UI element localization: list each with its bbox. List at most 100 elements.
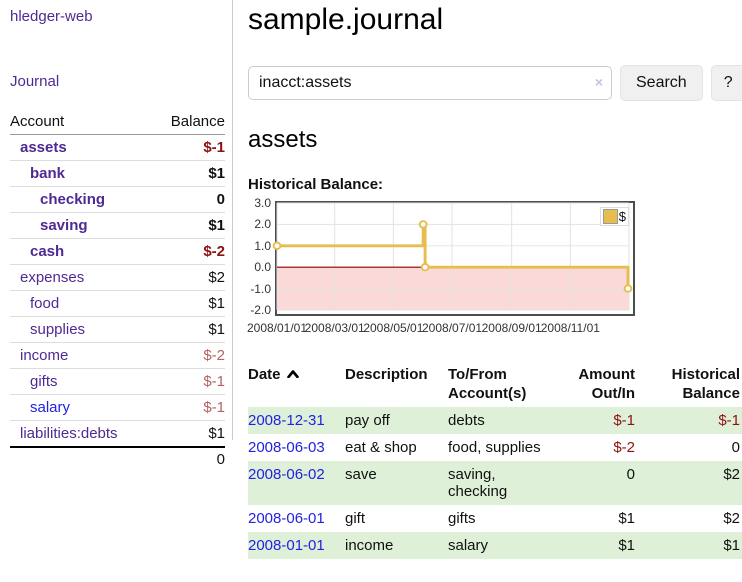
accounts-header-balance: Balance [152, 109, 225, 135]
accounts-table-body: assets $-1 bank $1 checking 0 saving $1 cash $-2 e… [10, 134, 225, 448]
register-row: 2008-06-03 eat & shop food, supplies $-2 0 [248, 434, 742, 461]
sidebar: hledger-web Journal Account Balance asse… [0, 0, 232, 471]
register-row: 2008-06-01 gift gifts $1 $2 [248, 505, 742, 532]
transaction-amount: $1 [618, 510, 635, 527]
account-balance: $-2 [152, 238, 225, 265]
account-link[interactable]: saving [40, 217, 88, 234]
search-row: × Search ? [248, 65, 742, 101]
transaction-amount: $1 [618, 537, 635, 554]
accounts-total-row: 0 [10, 446, 225, 471]
transaction-balance: $2 [723, 510, 740, 527]
register-row: 2008-06-02 save saving, checking 0 $2 [248, 461, 742, 505]
transaction-description: save [345, 466, 377, 483]
search-input[interactable] [248, 66, 612, 100]
transaction-description: income [345, 537, 394, 554]
account-balance: $1 [152, 420, 225, 448]
register-header-description: Description [345, 366, 428, 383]
accounts-total-spacer [10, 446, 153, 471]
account-balance: 0 [152, 186, 225, 213]
account-row: food $1 [10, 290, 225, 317]
account-balance: $1 [152, 316, 225, 343]
transaction-date-link[interactable]: 2008-12-31 [248, 412, 325, 429]
transaction-balance: 0 [731, 439, 740, 456]
y-axis-tick: 1.0 [254, 238, 271, 253]
register-header-row: Date Description To/From Account(s) Amou… [248, 362, 742, 407]
account-row: income $-2 [10, 342, 225, 369]
account-balance: $-2 [152, 342, 225, 369]
account-link[interactable]: cash [30, 243, 65, 260]
account-link[interactable]: supplies [30, 321, 86, 338]
balance-chart: $ 3.0 2.0 1.0 0.0 -1.0 -2.0 2008/01/01 2008/03… [246, 196, 742, 341]
account-link[interactable]: food [30, 295, 60, 312]
account-link[interactable]: expenses [20, 269, 85, 286]
chart-plot-area: $ [272, 201, 635, 316]
transaction-date-link[interactable]: 2008-06-02 [248, 466, 325, 483]
x-axis-tick: 2008/01/01 [246, 321, 308, 335]
transaction-date-link[interactable]: 2008-06-01 [248, 510, 325, 527]
account-balance: $-1 [152, 394, 225, 421]
transaction-date-link[interactable]: 2008-06-03 [248, 439, 325, 456]
account-balance: $1 [152, 160, 225, 187]
transaction-balance: $2 [723, 466, 740, 483]
transaction-accounts: food, supplies [448, 439, 541, 456]
sidebar-divider [232, 0, 233, 440]
app-title-link[interactable]: hledger-web [10, 8, 93, 25]
account-row: bank $1 [10, 160, 225, 187]
transaction-description: pay off [345, 412, 390, 429]
register-row: 2008-12-31 pay off debts $-1 $-1 [248, 407, 742, 434]
transaction-description: gift [345, 510, 366, 527]
account-link[interactable]: bank [30, 165, 66, 182]
page-title: sample.journal [248, 3, 444, 36]
transaction-balance: $1 [723, 537, 740, 554]
account-row: saving $1 [10, 212, 225, 239]
sidebar-item-journal[interactable]: Journal [10, 73, 60, 90]
chart-legend: $ [599, 207, 629, 226]
accounts-header-account: Account [10, 109, 153, 135]
account-row: assets $-1 [10, 134, 225, 161]
transaction-date-link[interactable]: 2008-01-01 [248, 537, 325, 554]
transaction-accounts: salary [448, 537, 489, 554]
register-row: 2008-01-01 income salary $1 $1 [248, 532, 742, 559]
x-axis-tick: 2008/09/01 [481, 321, 542, 335]
y-axis-tick: -2.0 [250, 303, 271, 317]
register-header-balance: Historical Balance [671, 366, 740, 402]
x-axis-tick: 2008/03/01 [304, 321, 365, 335]
balance-chart-svg [272, 202, 633, 311]
account-link[interactable]: checking [40, 191, 106, 208]
legend-swatch-icon [602, 209, 618, 224]
search-help-button[interactable]: ? [710, 65, 742, 101]
account-link[interactable]: income [20, 347, 69, 364]
register-table-body: 2008-12-31 pay off debts $-1 $-1 2008-06-03 ea… [248, 407, 742, 559]
y-axis-tick: -1.0 [250, 281, 271, 296]
account-balance: $2 [152, 264, 225, 291]
clear-search-icon[interactable]: × [594, 74, 603, 90]
account-link[interactable]: salary [30, 399, 71, 416]
account-row: expenses $2 [10, 264, 225, 291]
account-link[interactable]: gifts [30, 373, 58, 390]
account-row: gifts $-1 [10, 368, 225, 395]
chart-title: Historical Balance: [248, 176, 384, 193]
account-row: salary $-1 [10, 394, 225, 421]
search-button[interactable]: Search [620, 65, 703, 101]
transaction-amount: 0 [626, 466, 635, 483]
legend-label: $ [618, 209, 626, 224]
account-link[interactable]: liabilities:debts [20, 425, 118, 442]
register-header-accounts: To/From Account(s) [448, 366, 527, 402]
account-row: supplies $1 [10, 316, 225, 343]
account-balance: $-1 [152, 134, 225, 161]
accounts-total-value: 0 [152, 446, 225, 471]
account-link[interactable]: assets [20, 139, 67, 156]
register-header-date[interactable]: Date [248, 362, 345, 407]
account-row: cash $-2 [10, 238, 225, 265]
transaction-amount: $-2 [613, 439, 635, 456]
account-heading: assets [248, 126, 318, 153]
transaction-amount: $-1 [613, 412, 635, 429]
transaction-accounts: gifts [448, 510, 476, 527]
y-axis-tick: 0.0 [254, 260, 271, 275]
x-axis-tick: 2008/07/01 [422, 321, 483, 335]
register-table: Date Description To/From Account(s) Amou… [248, 362, 742, 559]
account-balance: $1 [152, 290, 225, 317]
account-balance: $-1 [152, 368, 225, 395]
x-axis-tick: 2008/05/01 [363, 321, 424, 335]
